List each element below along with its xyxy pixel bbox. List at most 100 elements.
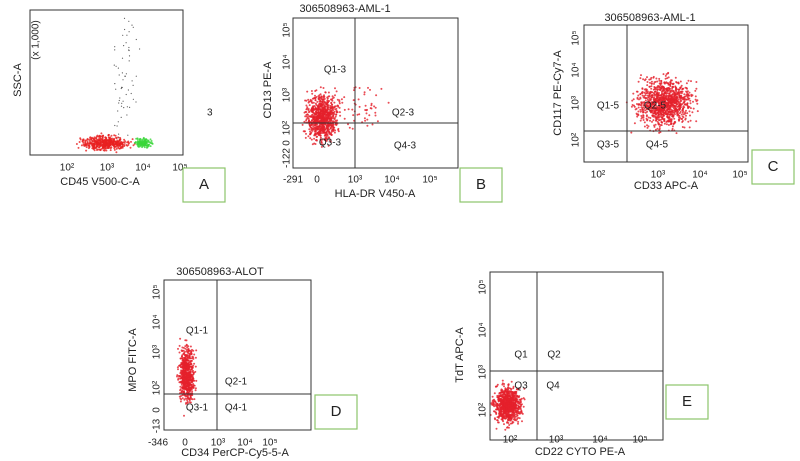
event-dot: [118, 74, 120, 76]
event-dot: [696, 102, 699, 105]
event-dot: [312, 111, 315, 114]
event-dot: [497, 421, 500, 424]
event-dot: [661, 96, 664, 99]
event-dot: [120, 105, 123, 107]
event-dot: [690, 80, 692, 83]
event-dot: [513, 399, 516, 402]
event-dot: [653, 124, 656, 127]
event-dot: [318, 111, 321, 114]
event-dot: [516, 395, 519, 398]
event-dot: [187, 350, 190, 353]
event-dot: [148, 141, 151, 144]
event-dot: [370, 104, 373, 107]
x-tick-label: -346: [148, 438, 168, 449]
event-dot: [507, 395, 510, 398]
event-dot: [686, 91, 688, 94]
event-dot: [121, 145, 124, 148]
event-dot: [335, 113, 338, 116]
event-dot: [179, 397, 182, 400]
event-dot: [149, 138, 152, 141]
event-dot: [656, 91, 659, 94]
event-dot: [659, 86, 662, 89]
event-dot: [106, 143, 109, 146]
event-dot: [311, 97, 314, 100]
event-dot: [648, 94, 651, 97]
event-dot: [119, 97, 121, 99]
event-dot: [323, 94, 325, 97]
event-dot: [180, 373, 183, 376]
event-dot: [128, 46, 130, 49]
event-dot: [329, 109, 332, 112]
event-dot: [688, 126, 691, 129]
quadrant-label: Q1-3: [324, 65, 347, 76]
event-dot: [123, 17, 126, 19]
event-dot: [193, 398, 196, 401]
event-dot: [326, 133, 329, 136]
event-dot: [306, 90, 309, 93]
event-dot: [636, 97, 639, 100]
event-dot: [648, 85, 651, 88]
event-dot: [140, 141, 143, 144]
event-dot: [674, 108, 677, 111]
event-dot: [107, 134, 110, 137]
event-dot: [86, 137, 89, 140]
event-dot: [324, 138, 327, 141]
event-dot: [341, 101, 344, 104]
event-dot: [644, 99, 647, 102]
event-dot: [658, 123, 660, 125]
event-dot: [181, 361, 184, 363]
event-dot: [679, 98, 682, 101]
plot-panel: Q1-1 Q2-1 Q3-1 Q4-1 306508963-ALOT 10⁵ 10⁴ 10³ 1…: [127, 266, 358, 459]
event-dot: [316, 100, 319, 103]
event-dot: [188, 366, 191, 369]
event-dot: [661, 121, 663, 124]
event-dot: [100, 132, 103, 135]
event-dot: [182, 390, 185, 393]
event-dot: [104, 147, 107, 150]
event-dot: [326, 129, 329, 132]
panel-title: 306508963-ALOT: [176, 266, 264, 278]
event-dot: [630, 131, 633, 134]
event-dot: [680, 92, 683, 95]
event-dot: [665, 123, 668, 126]
event-dot: [314, 130, 317, 133]
event-dot: [677, 91, 680, 94]
event-dot: [666, 109, 668, 112]
event-dot: [686, 87, 688, 90]
plot-panel: Q1 Q2 Q3 Q4 10⁵ 10⁴ 10³ 10² 10² 10³ 10⁴ 10⁵ TdT APC-…: [454, 271, 709, 458]
event-dot: [369, 107, 372, 110]
event-dot: [326, 96, 329, 99]
event-dot: [77, 146, 80, 149]
event-dot: [496, 419, 499, 422]
panel-letter-box: [459, 167, 503, 203]
event-dot: [517, 420, 520, 423]
event-dot: [191, 390, 194, 393]
y-tick-label: 10²: [571, 132, 582, 147]
event-dot: [366, 124, 369, 127]
panel-letter: A: [199, 176, 209, 193]
event-dot: [324, 110, 327, 113]
event-dot: [681, 111, 684, 114]
event-dot: [320, 117, 323, 120]
event-dot: [640, 91, 643, 94]
event-dot: [498, 415, 501, 418]
event-dot: [109, 149, 112, 152]
event-dot: [184, 381, 187, 384]
event-dot: [305, 118, 308, 121]
event-dot: [364, 119, 367, 122]
event-dot: [306, 107, 309, 110]
y-tick-label: 10³: [152, 344, 163, 359]
event-dot: [333, 126, 336, 129]
event-dot: [498, 392, 501, 394]
y-tick-label: 10⁴: [152, 314, 163, 329]
event-dot: [104, 139, 107, 141]
event-dot: [503, 396, 506, 399]
event-dot: [319, 120, 322, 123]
event-dot: [321, 125, 324, 128]
event-dot: [189, 394, 192, 397]
event-dot: [660, 124, 663, 127]
event-dot: [672, 83, 674, 86]
event-dot: [633, 122, 636, 125]
event-dot: [512, 418, 515, 421]
